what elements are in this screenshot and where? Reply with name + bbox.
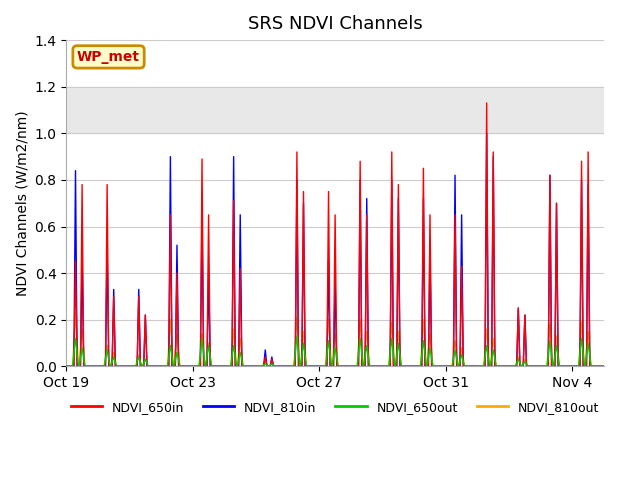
Legend: NDVI_650in, NDVI_810in, NDVI_650out, NDVI_810out: NDVI_650in, NDVI_810in, NDVI_650out, NDV… [65,396,604,419]
Text: WP_met: WP_met [77,50,140,64]
Title: SRS NDVI Channels: SRS NDVI Channels [248,15,422,33]
Bar [67,87,604,133]
Y-axis label: NDVI Channels (W/m2/nm): NDVI Channels (W/m2/nm) [15,110,29,296]
